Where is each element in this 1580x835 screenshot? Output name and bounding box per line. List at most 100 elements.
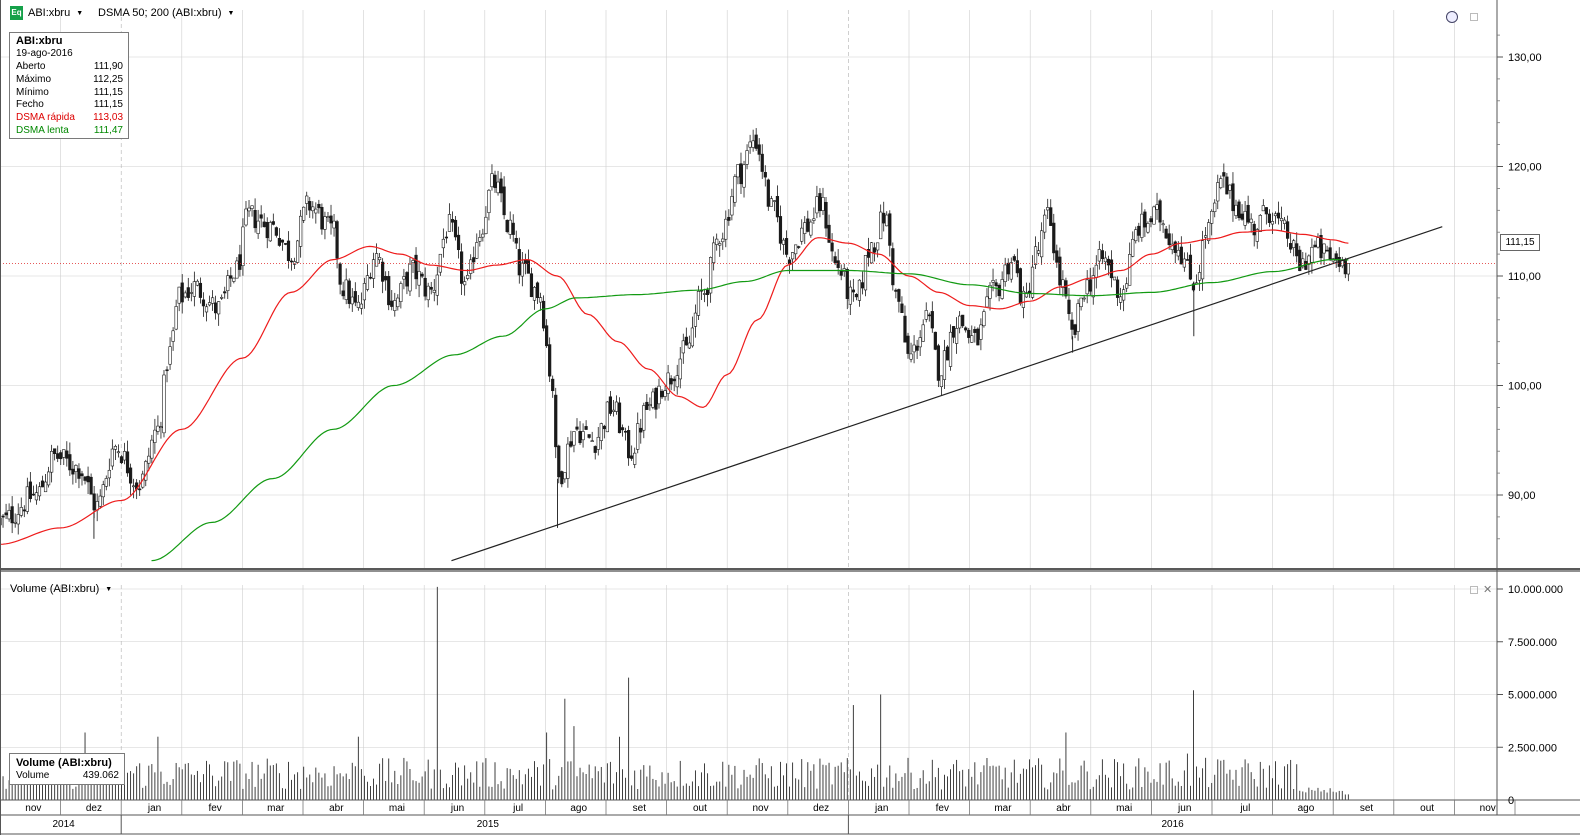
candle bbox=[253, 198, 257, 233]
candle-body bbox=[1249, 218, 1253, 223]
maximize-icon[interactable] bbox=[1470, 13, 1478, 21]
candle bbox=[733, 174, 737, 207]
candle-body bbox=[156, 425, 160, 432]
candle bbox=[1249, 213, 1253, 233]
candle-body bbox=[232, 277, 236, 282]
candle-body bbox=[335, 221, 339, 259]
candle-body bbox=[1200, 240, 1205, 280]
month-label: nov bbox=[25, 803, 41, 814]
candle-body bbox=[499, 178, 503, 194]
candle bbox=[614, 395, 619, 415]
candle-body bbox=[669, 378, 673, 385]
chevron-down-icon: ▼ bbox=[227, 9, 235, 17]
candle bbox=[769, 195, 773, 207]
month-label: jun bbox=[1177, 803, 1191, 814]
candle bbox=[715, 233, 719, 251]
candle bbox=[860, 271, 865, 295]
price-info-box: ABI:xbru 19-ago-2016 Aberto 111,90 Máximo 1… bbox=[9, 32, 129, 139]
candle-body bbox=[873, 247, 877, 253]
candle bbox=[1137, 222, 1141, 243]
candle bbox=[924, 302, 928, 323]
candle-body bbox=[860, 282, 865, 289]
candle bbox=[262, 213, 266, 228]
volume-info-box: Volume (ABI:xbru) Volume 439.062 bbox=[9, 753, 125, 785]
volume-selector[interactable]: Volume (ABI:xbru) ▼ bbox=[10, 580, 112, 598]
candle-body bbox=[1255, 229, 1259, 242]
candle-body bbox=[754, 134, 758, 149]
candle bbox=[1164, 226, 1168, 239]
candle bbox=[68, 442, 72, 476]
candle bbox=[1088, 267, 1092, 296]
candle bbox=[1067, 288, 1071, 321]
candle bbox=[265, 217, 269, 249]
clock-icon[interactable] bbox=[1446, 11, 1458, 23]
candle bbox=[702, 288, 707, 303]
candle-body bbox=[681, 340, 685, 354]
candle-body bbox=[405, 272, 409, 287]
candle bbox=[739, 152, 743, 194]
candle-body bbox=[493, 174, 497, 189]
candle bbox=[238, 244, 242, 277]
candle-body bbox=[107, 469, 111, 479]
candle-body bbox=[1109, 259, 1114, 279]
candle-body bbox=[1024, 292, 1029, 298]
candle bbox=[617, 397, 622, 434]
candle-body bbox=[262, 221, 266, 228]
symbol-selector[interactable]: Eq ABI:xbru ▼ bbox=[10, 4, 83, 22]
candle-body bbox=[1125, 283, 1129, 289]
candle bbox=[459, 243, 464, 295]
candle-body bbox=[633, 452, 637, 465]
info-row-value: 111,15 bbox=[93, 86, 123, 98]
candle bbox=[784, 230, 789, 258]
candle-body bbox=[326, 216, 330, 218]
candle-body bbox=[77, 468, 81, 479]
candle-body bbox=[1292, 240, 1296, 248]
month-label: mai bbox=[1116, 803, 1132, 814]
candle-body bbox=[429, 286, 433, 290]
info-row: Mínimo 111,15 bbox=[16, 87, 123, 100]
candle-body bbox=[453, 219, 458, 238]
candle bbox=[590, 431, 594, 443]
candle bbox=[636, 412, 640, 454]
candle-body bbox=[16, 514, 20, 525]
candle bbox=[390, 290, 394, 311]
info-row: Aberto 111,90 bbox=[16, 61, 123, 74]
candle-body bbox=[253, 210, 257, 229]
candle-body bbox=[1021, 290, 1026, 308]
volume-maximize-icon[interactable] bbox=[1470, 586, 1478, 594]
candle-body bbox=[815, 196, 819, 214]
candle bbox=[663, 385, 667, 401]
candle-body bbox=[320, 207, 324, 230]
candle-body bbox=[1036, 250, 1041, 254]
candle bbox=[7, 503, 11, 522]
candle-body bbox=[1197, 272, 1202, 281]
candle-body bbox=[432, 289, 436, 293]
candle bbox=[939, 375, 944, 396]
close-icon[interactable]: ✕ bbox=[1483, 584, 1493, 596]
year-label: 2014 bbox=[53, 819, 76, 830]
candle bbox=[1103, 251, 1108, 270]
indicator-selector[interactable]: DSMA 50; 200 (ABI:xbru) ▼ bbox=[98, 4, 234, 22]
candle-body bbox=[37, 486, 42, 497]
candle-body bbox=[1243, 211, 1247, 226]
candle-body bbox=[1219, 178, 1223, 189]
candle bbox=[951, 325, 956, 344]
candle-body bbox=[1158, 200, 1162, 223]
candle bbox=[444, 231, 449, 244]
candle-body bbox=[1210, 210, 1214, 224]
candle-body bbox=[1003, 264, 1007, 282]
candle-body bbox=[110, 448, 114, 467]
candle-body bbox=[797, 246, 801, 248]
candle bbox=[669, 375, 673, 391]
candle-body bbox=[545, 325, 549, 347]
candle-body bbox=[138, 488, 142, 491]
candle bbox=[481, 228, 485, 242]
candle bbox=[684, 327, 688, 346]
candle-body bbox=[347, 280, 351, 304]
candle bbox=[186, 277, 190, 301]
candle bbox=[247, 200, 251, 217]
candle-body bbox=[1070, 319, 1074, 330]
candle bbox=[19, 497, 23, 518]
candle-body bbox=[684, 336, 688, 346]
